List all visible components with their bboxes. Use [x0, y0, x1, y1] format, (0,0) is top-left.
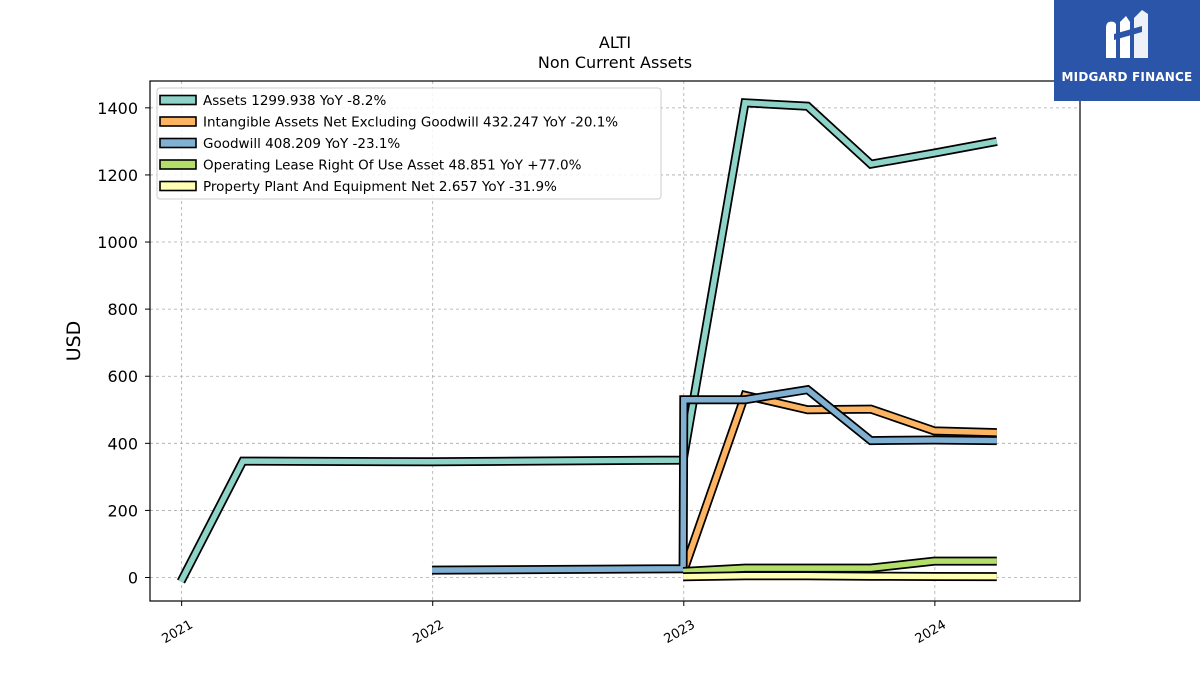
brand-mark-icon — [1106, 10, 1148, 59]
y-tick-label: 1400 — [97, 99, 138, 118]
brand-logo: MIDGARD FINANCE — [1054, 0, 1200, 101]
series-4 — [683, 571, 997, 582]
series-line — [178, 99, 998, 583]
legend-swatch — [159, 137, 197, 149]
x-tick-label: 2021 — [159, 617, 195, 647]
series-0 — [176, 98, 998, 584]
y-tick-label: 1200 — [97, 166, 138, 185]
legend-swatch — [159, 94, 197, 106]
series-line — [431, 386, 997, 573]
series-line — [683, 573, 997, 580]
y-tick-label: 1000 — [97, 233, 138, 252]
y-axis-label: USD — [63, 321, 85, 362]
chart-title: ALTI — [599, 33, 631, 52]
series-2 — [431, 384, 997, 575]
plot-frame — [149, 80, 1081, 602]
series-1 — [678, 390, 997, 574]
y-tick-label: 600 — [107, 367, 138, 386]
y-tick-label: 800 — [107, 300, 138, 319]
series-line-outline — [678, 390, 997, 574]
legend-box — [156, 87, 662, 200]
x-tick-label: 2023 — [662, 617, 698, 647]
x-tick-label: 2024 — [913, 617, 949, 647]
y-tick-label: 400 — [107, 434, 138, 453]
x-tick-label: 2022 — [411, 617, 447, 647]
series-layer — [176, 98, 998, 584]
legend-label: Assets 1299.938 YoY -8.2% — [203, 93, 387, 109]
legend-swatch — [159, 159, 197, 170]
brand-name: MIDGARD FINANCE — [1061, 70, 1193, 84]
x-axis: 2021 2022 2023 2024 — [159, 601, 949, 647]
legend-label: Operating Lease Right Of Use Asset 48.85… — [203, 158, 582, 174]
legend-swatch — [159, 116, 197, 127]
legend-label: Goodwill 408.209 YoY -23.1% — [203, 136, 400, 152]
chart-subtitle: Non Current Assets — [538, 53, 692, 72]
legend-label: Property Plant And Equipment Net 2.657 Y… — [203, 179, 557, 195]
series-3 — [682, 556, 997, 576]
series-line — [682, 558, 997, 575]
legend: Assets 1299.938 YoY -8.2% Intangible Asse… — [156, 87, 662, 200]
series-line — [680, 392, 997, 574]
y-tick-label: 200 — [107, 501, 138, 520]
y-axis: 0 200 400 600 800 1000 1200 1400 — [97, 99, 150, 588]
legend-label: Intangible Assets Net Excluding Goodwill… — [203, 115, 618, 131]
y-tick-label: 0 — [128, 569, 138, 588]
legend-swatch — [159, 180, 197, 192]
